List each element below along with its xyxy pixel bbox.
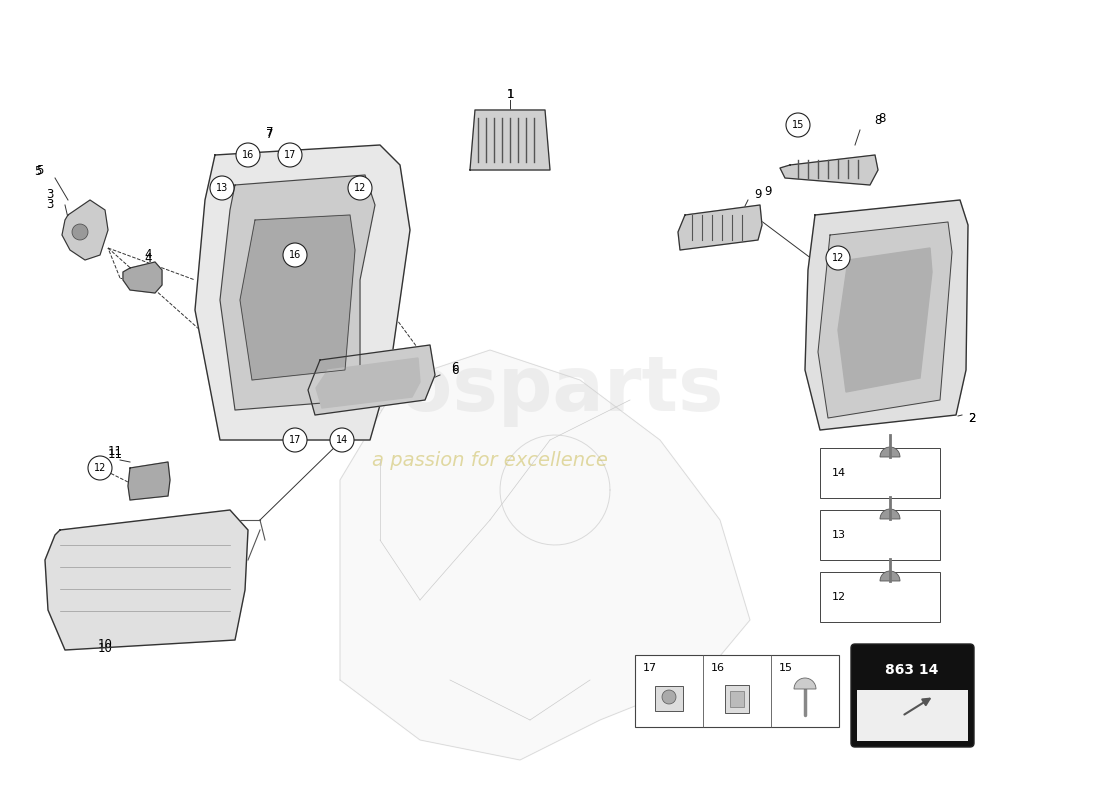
Polygon shape xyxy=(62,200,108,260)
Text: 16: 16 xyxy=(289,250,301,260)
Polygon shape xyxy=(470,110,550,170)
Polygon shape xyxy=(240,215,355,380)
Polygon shape xyxy=(678,205,762,250)
Text: 16: 16 xyxy=(711,663,725,673)
Text: 8: 8 xyxy=(878,111,886,125)
Polygon shape xyxy=(195,145,410,440)
Bar xyxy=(654,686,683,711)
Text: 15: 15 xyxy=(779,663,793,673)
Circle shape xyxy=(283,428,307,452)
Text: 5: 5 xyxy=(36,163,44,177)
Text: 16: 16 xyxy=(242,150,254,160)
Text: 7: 7 xyxy=(266,129,274,142)
Text: 4: 4 xyxy=(144,249,152,262)
Polygon shape xyxy=(805,200,968,430)
Text: 14: 14 xyxy=(832,468,846,478)
Text: 11: 11 xyxy=(108,449,122,462)
Text: 12: 12 xyxy=(832,253,844,263)
Text: 4: 4 xyxy=(144,251,152,265)
Text: a passion for excellence: a passion for excellence xyxy=(372,450,608,470)
Circle shape xyxy=(278,143,303,167)
Polygon shape xyxy=(780,155,878,185)
Text: 9: 9 xyxy=(755,189,761,202)
Text: 5: 5 xyxy=(34,166,42,178)
Text: 10: 10 xyxy=(98,638,112,651)
Text: 863 14: 863 14 xyxy=(886,663,938,677)
Text: 17: 17 xyxy=(289,435,301,445)
Polygon shape xyxy=(128,462,170,500)
Circle shape xyxy=(826,246,850,270)
Text: 3: 3 xyxy=(46,198,54,211)
Text: 1: 1 xyxy=(506,89,514,102)
Circle shape xyxy=(330,428,354,452)
Text: 2: 2 xyxy=(968,411,976,425)
Text: 9: 9 xyxy=(764,186,772,198)
Polygon shape xyxy=(340,350,750,760)
Circle shape xyxy=(283,243,307,267)
Text: 13: 13 xyxy=(216,183,228,193)
Text: 12: 12 xyxy=(94,463,107,473)
Circle shape xyxy=(210,176,234,200)
Text: 8: 8 xyxy=(874,114,882,126)
Polygon shape xyxy=(838,248,932,392)
Wedge shape xyxy=(880,571,900,581)
Bar xyxy=(635,655,839,727)
Text: 1: 1 xyxy=(506,89,514,102)
Wedge shape xyxy=(880,447,900,457)
Wedge shape xyxy=(880,509,900,519)
Bar xyxy=(820,572,940,622)
Text: 14: 14 xyxy=(336,435,348,445)
Text: 17: 17 xyxy=(644,663,657,673)
Bar xyxy=(820,510,940,560)
Text: 11: 11 xyxy=(108,446,122,458)
Circle shape xyxy=(662,690,676,704)
Circle shape xyxy=(72,224,88,240)
Polygon shape xyxy=(220,175,375,410)
Circle shape xyxy=(348,176,372,200)
FancyBboxPatch shape xyxy=(851,644,974,747)
Text: 3: 3 xyxy=(46,189,54,202)
Bar xyxy=(820,448,940,498)
Circle shape xyxy=(236,143,260,167)
Circle shape xyxy=(786,113,810,137)
Wedge shape xyxy=(794,678,816,689)
Text: 7: 7 xyxy=(266,126,274,138)
Text: 12: 12 xyxy=(832,592,846,602)
Text: 13: 13 xyxy=(832,530,846,540)
Bar xyxy=(857,690,968,741)
Text: 17: 17 xyxy=(284,150,296,160)
Text: 12: 12 xyxy=(354,183,366,193)
Text: 2: 2 xyxy=(968,411,976,425)
Text: 10: 10 xyxy=(98,642,112,654)
Polygon shape xyxy=(818,222,952,418)
Text: 6: 6 xyxy=(451,362,459,374)
Polygon shape xyxy=(123,262,162,293)
Bar xyxy=(725,685,749,713)
Polygon shape xyxy=(308,345,435,415)
Polygon shape xyxy=(316,358,420,408)
Text: 15: 15 xyxy=(792,120,804,130)
Circle shape xyxy=(88,456,112,480)
Bar xyxy=(730,691,744,707)
Text: 6: 6 xyxy=(451,363,459,377)
Text: eurosparts: eurosparts xyxy=(256,353,724,427)
Polygon shape xyxy=(45,510,248,650)
